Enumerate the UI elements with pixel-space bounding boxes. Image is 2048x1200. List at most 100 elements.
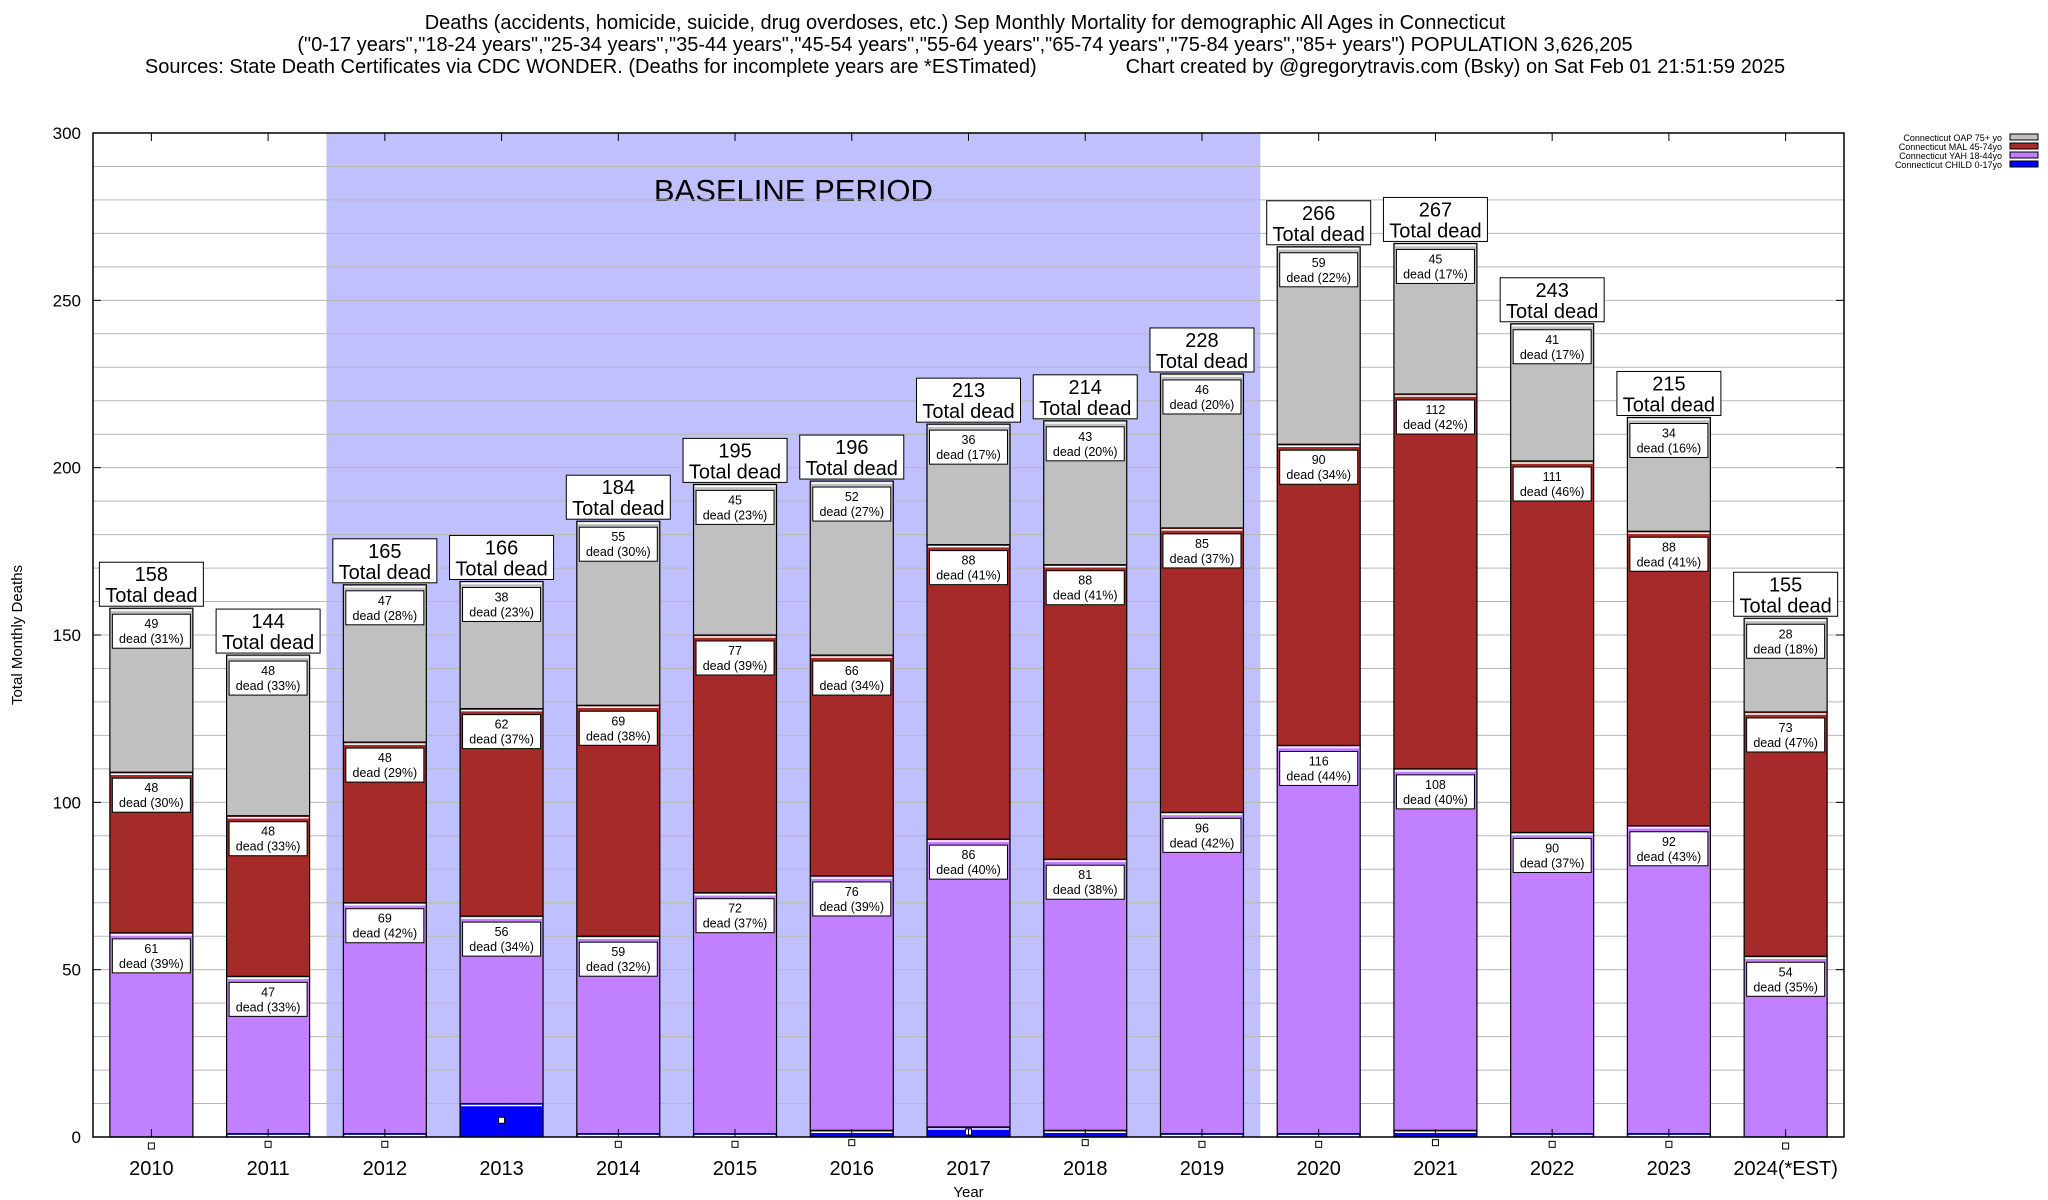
x-tick-label: 2016 bbox=[830, 1158, 875, 1180]
total-label-box bbox=[1499, 277, 1605, 323]
segment-label-box bbox=[1162, 817, 1242, 853]
segment-label-box bbox=[812, 486, 892, 522]
segment-percent-label: dead (42%) bbox=[353, 927, 418, 941]
segment-percent-label: dead (29%) bbox=[353, 766, 418, 780]
total-text-label: Total dead bbox=[1739, 595, 1831, 617]
bar-segment-yah bbox=[926, 838, 1011, 1128]
chart-source-line: Sources: State Death Certificates via CD… bbox=[0, 56, 1930, 78]
segment-label-box bbox=[1045, 864, 1125, 900]
segment-percent-label: dead (41%) bbox=[1053, 589, 1118, 603]
total-value-label: 155 bbox=[1769, 574, 1802, 596]
child-marker bbox=[264, 1140, 272, 1148]
segment-label-box bbox=[578, 526, 658, 562]
segment-value-label: 66 bbox=[845, 664, 859, 678]
segment-percent-label: dead (39%) bbox=[119, 957, 184, 971]
bar-segment-yah bbox=[1159, 811, 1245, 1135]
segment-percent-label: dead (42%) bbox=[1403, 418, 1468, 432]
segment-value-label: 28 bbox=[1779, 627, 1793, 641]
x-tick-label: 2012 bbox=[363, 1158, 408, 1180]
total-value-label: 228 bbox=[1185, 330, 1218, 352]
segment-percent-label: dead (46%) bbox=[1520, 485, 1585, 499]
segment-percent-label: dead (20%) bbox=[1170, 398, 1235, 412]
chart-subtitle: ("0-17 years","18-24 years","25-34 years… bbox=[297, 34, 1633, 56]
segment-value-label: 43 bbox=[1078, 430, 1092, 444]
total-label-box bbox=[1616, 370, 1722, 416]
total-label-box bbox=[1266, 200, 1372, 246]
total-value-label: 215 bbox=[1652, 373, 1685, 395]
child-marker bbox=[1081, 1139, 1089, 1147]
total-text-label: Total dead bbox=[806, 458, 898, 480]
child-marker bbox=[614, 1140, 622, 1148]
total-text-label: Total dead bbox=[1506, 301, 1598, 323]
y-tick-label: 300 bbox=[53, 124, 81, 143]
segment-percent-label: dead (22%) bbox=[1286, 271, 1351, 285]
chart-title: Deaths (accidents, homicide, suicide, dr… bbox=[424, 12, 1506, 34]
segment-percent-label: dead (41%) bbox=[1637, 555, 1702, 569]
plot-border bbox=[92, 132, 1845, 1138]
segment-label-box bbox=[1746, 623, 1826, 659]
x-tick-label: 2010 bbox=[129, 1158, 174, 1180]
total-value-label: 166 bbox=[485, 537, 518, 559]
legend-swatch-oap bbox=[2009, 133, 2039, 141]
segment-label-box bbox=[1162, 379, 1242, 415]
bar-segment-mal bbox=[1159, 527, 1245, 813]
total-text-label: Total dead bbox=[1156, 351, 1248, 373]
total-text-label: Total dead bbox=[105, 585, 197, 607]
segment-percent-label: dead (16%) bbox=[1637, 441, 1702, 455]
segment-value-label: 77 bbox=[728, 644, 742, 658]
segment-percent-label: dead (33%) bbox=[236, 1000, 301, 1014]
legend-label: Connecticut OAP 75+ yo bbox=[1903, 133, 2002, 143]
segment-percent-label: dead (34%) bbox=[819, 679, 884, 693]
total-text-label: Total dead bbox=[572, 498, 664, 520]
total-value-label: 267 bbox=[1419, 199, 1452, 221]
bar-segment-yah bbox=[1393, 768, 1478, 1131]
segment-label-box bbox=[1512, 466, 1592, 502]
segment-value-label: 59 bbox=[611, 945, 625, 959]
x-tick-label: 2024(*EST) bbox=[1733, 1158, 1838, 1180]
segment-value-label: 73 bbox=[1779, 721, 1793, 735]
total-value-label: 196 bbox=[835, 437, 868, 459]
segment-label-box bbox=[1279, 252, 1359, 288]
x-tick-label: 2013 bbox=[479, 1158, 524, 1180]
segment-label-box bbox=[812, 881, 892, 917]
segment-value-label: 52 bbox=[845, 490, 859, 504]
segment-label-box bbox=[1512, 329, 1592, 365]
segment-value-label: 69 bbox=[611, 714, 625, 728]
axes: 0 50 100 150 200 250 300 Total Monthly Deaths 20… bbox=[9, 124, 1845, 1200]
total-value-label: 195 bbox=[718, 440, 751, 462]
bar-segment-yah bbox=[809, 875, 894, 1131]
x-tick-label: 2011 bbox=[247, 1158, 290, 1180]
segment-value-label: 55 bbox=[611, 530, 625, 544]
segment-label-box bbox=[578, 941, 658, 977]
segment-label-box bbox=[228, 660, 308, 696]
segment-value-label: 112 bbox=[1425, 403, 1445, 417]
segment-percent-label: dead (43%) bbox=[1637, 850, 1702, 864]
segment-percent-label: dead (33%) bbox=[236, 840, 301, 854]
total-text-label: Total dead bbox=[1389, 220, 1481, 242]
child-marker bbox=[1198, 1140, 1206, 1148]
segment-value-label: 38 bbox=[495, 590, 509, 604]
segment-label-box bbox=[1045, 426, 1125, 462]
bar-segment-mal bbox=[926, 544, 1011, 840]
segment-label-box bbox=[228, 981, 308, 1017]
segment-percent-label: dead (40%) bbox=[936, 863, 1001, 877]
segment-value-label: 72 bbox=[728, 902, 742, 916]
segment-percent-label: dead (37%) bbox=[1520, 856, 1585, 870]
total-label-box bbox=[98, 561, 204, 607]
baseline-period-label: BASELINE PERIOD bbox=[654, 173, 933, 208]
bar-segment-mal bbox=[1276, 443, 1361, 747]
segment-percent-label: dead (17%) bbox=[936, 448, 1001, 462]
segment-percent-label: dead (38%) bbox=[1053, 883, 1118, 897]
segment-percent-label: dead (31%) bbox=[119, 632, 184, 646]
segment-percent-label: dead (44%) bbox=[1286, 769, 1351, 783]
total-value-label: 266 bbox=[1302, 203, 1335, 225]
segment-value-label: 96 bbox=[1195, 821, 1209, 835]
segment-label-box bbox=[462, 586, 542, 622]
segment-percent-label: dead (42%) bbox=[1170, 836, 1235, 850]
segment-percent-label: dead (30%) bbox=[119, 796, 184, 810]
segment-value-label: 61 bbox=[144, 942, 158, 956]
total-value-label: 214 bbox=[1069, 377, 1102, 399]
segment-percent-label: dead (33%) bbox=[236, 679, 301, 693]
